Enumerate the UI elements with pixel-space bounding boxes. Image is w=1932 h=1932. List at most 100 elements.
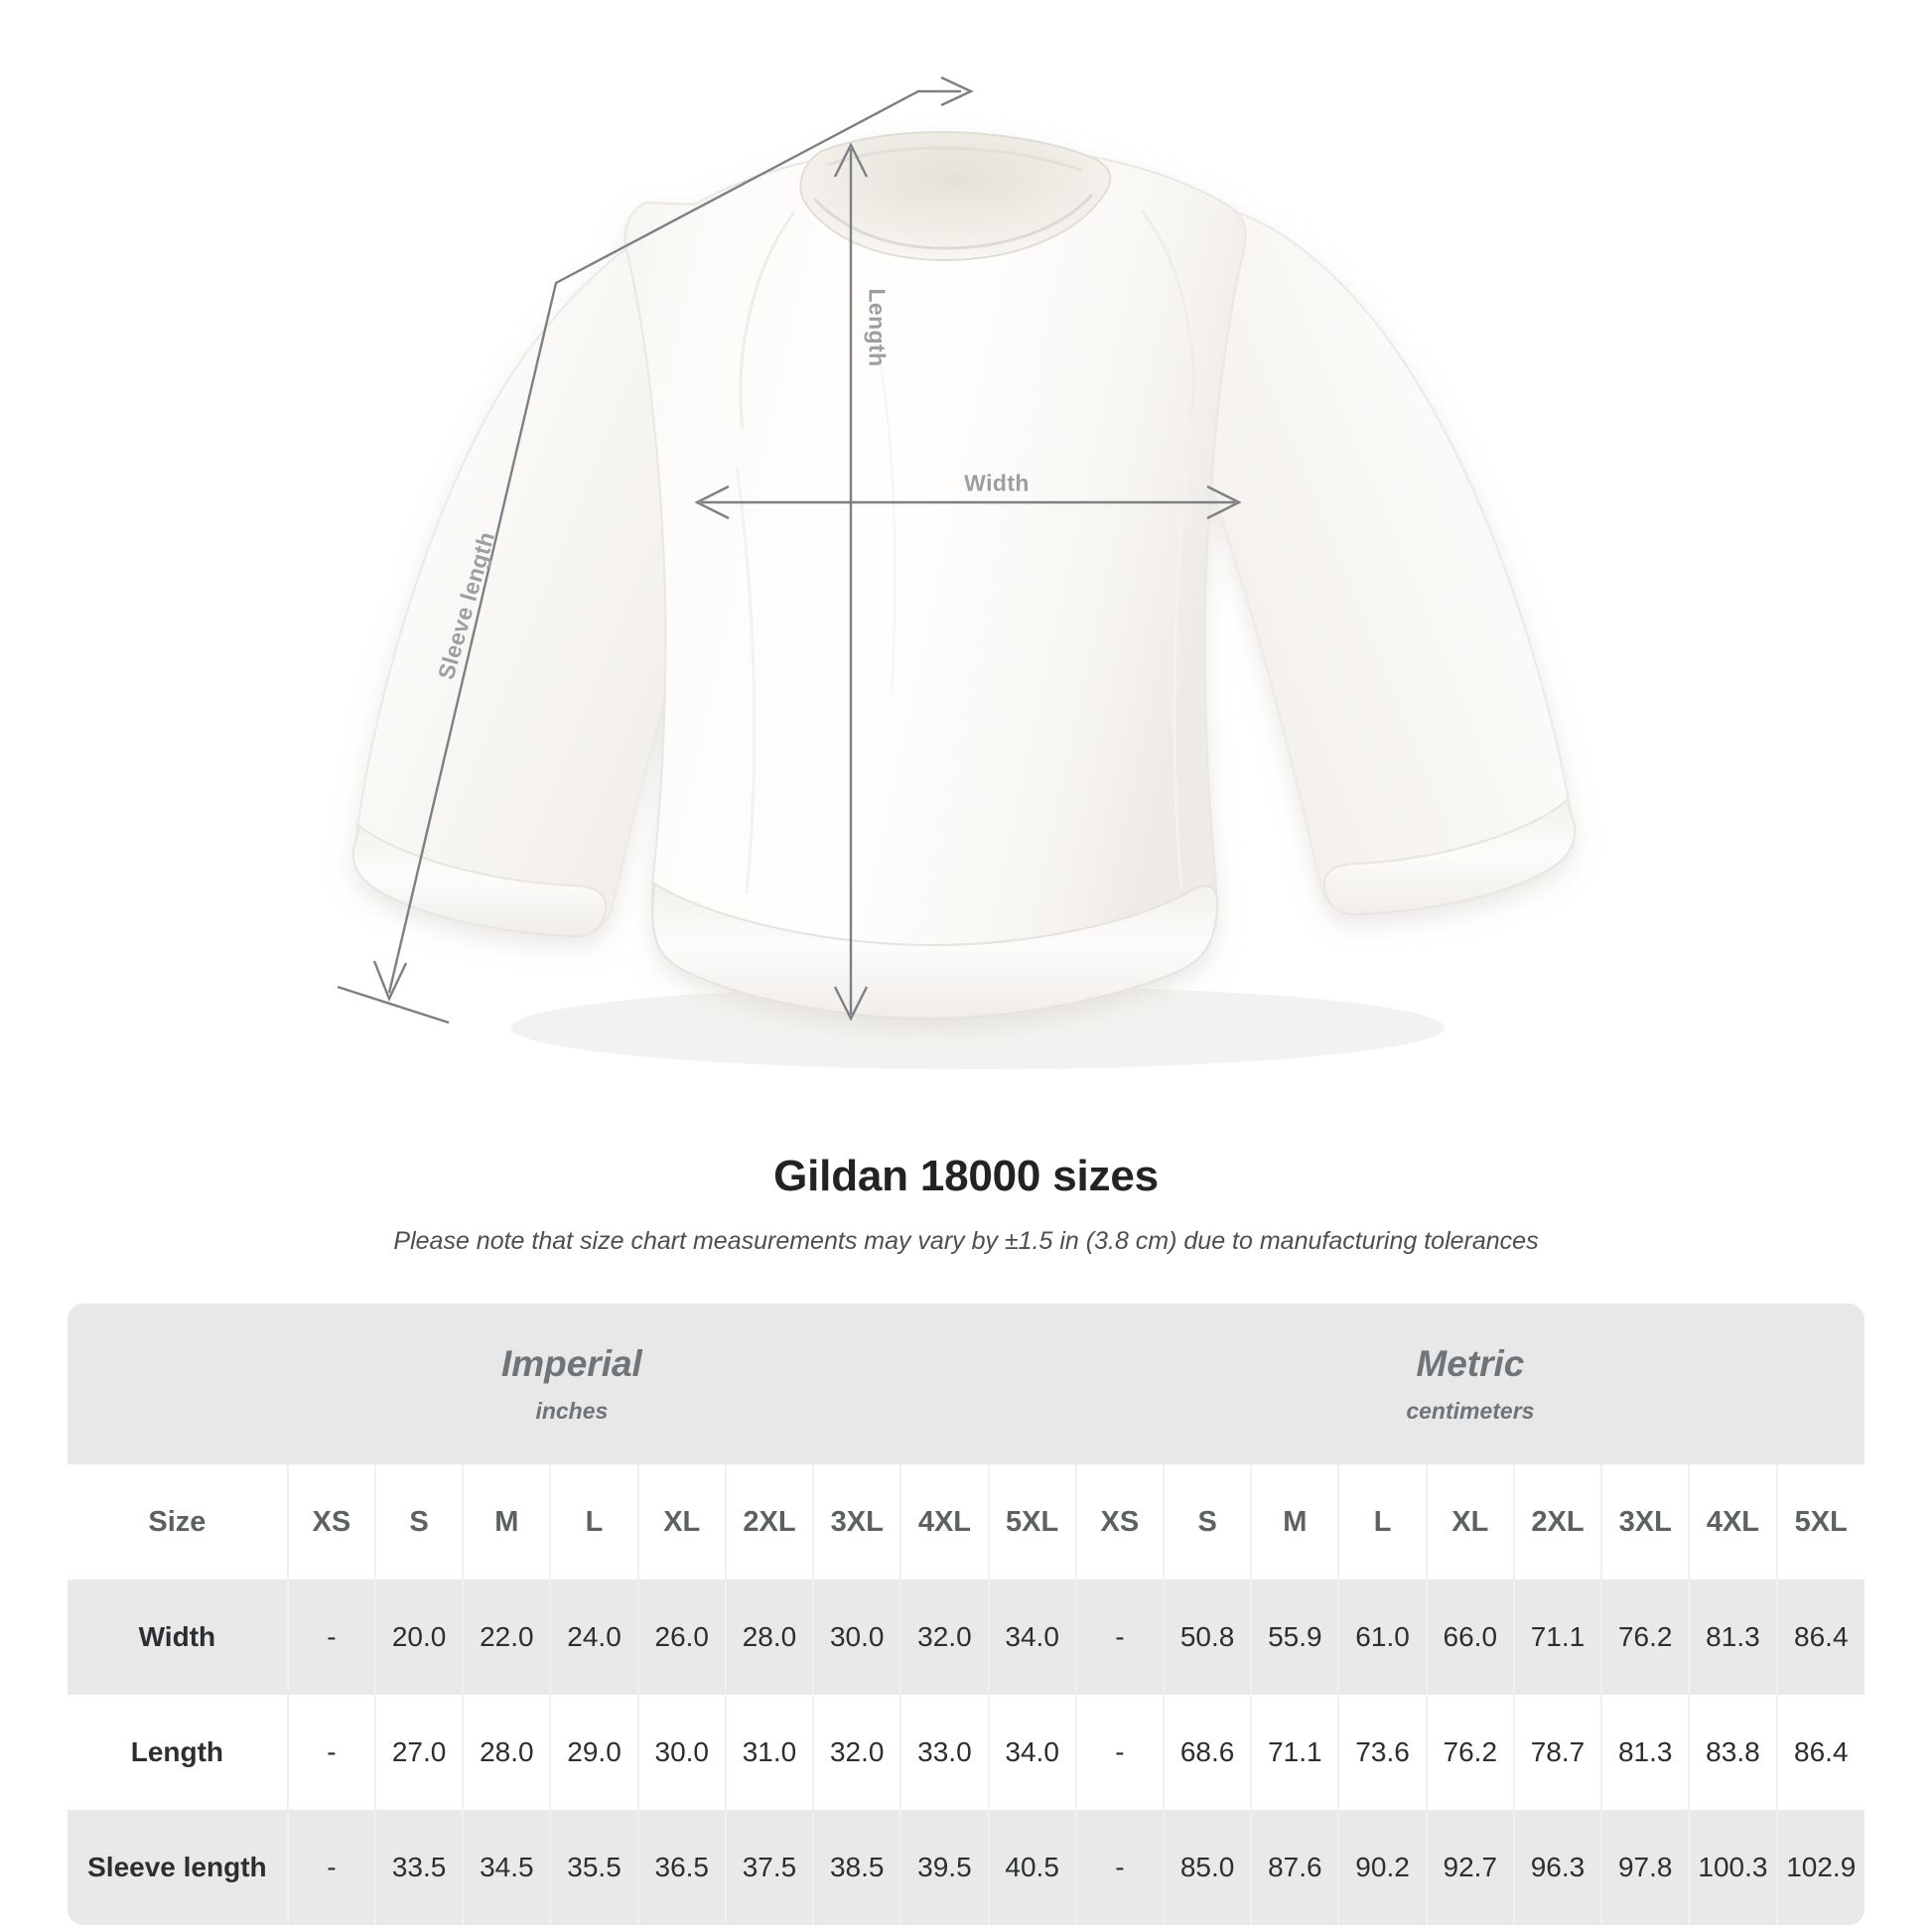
garment-shadow <box>511 986 1445 1069</box>
size-header-row: Size XS S M L XL 2XL 3XL 4XL 5XL XS S M … <box>68 1464 1864 1580</box>
cell-width-imperial-2xl: 28.0 <box>724 1580 815 1695</box>
bottom-hem <box>650 882 1219 1021</box>
body-fold-center <box>873 327 897 696</box>
cell-sleeve-imperial-xl: 36.5 <box>636 1810 727 1925</box>
cell-sleeve-metric-s: 85.0 <box>1162 1810 1253 1925</box>
size-header-metric-s: S <box>1162 1464 1253 1580</box>
table-row: Length - 27.0 28.0 29.0 30.0 31.0 32.0 3… <box>68 1695 1864 1810</box>
cell-length-metric-5xl: 86.4 <box>1775 1695 1864 1810</box>
table-row: Sleeve length - 33.5 34.5 35.5 36.5 37.5… <box>68 1810 1864 1925</box>
cell-sleeve-metric-m: 87.6 <box>1250 1810 1340 1925</box>
cell-width-metric-xl: 66.0 <box>1425 1580 1515 1695</box>
cell-width-metric-m: 55.9 <box>1250 1580 1340 1695</box>
metric-group-header: Metric centimeters <box>1075 1304 1864 1464</box>
cell-width-metric-l: 61.0 <box>1337 1580 1428 1695</box>
length-dimension-label: Length <box>864 288 891 367</box>
size-header-imperial-3xl: 3XL <box>812 1464 902 1580</box>
cell-length-imperial-2xl: 31.0 <box>724 1695 815 1810</box>
cell-length-metric-s: 68.6 <box>1162 1695 1253 1810</box>
size-header-imperial-xs: XS <box>286 1464 376 1580</box>
right-cuff <box>1322 798 1577 916</box>
measurement-guides <box>337 75 1242 1025</box>
sweatshirt-diagram <box>337 75 1577 1069</box>
cell-width-metric-xs: - <box>1074 1580 1166 1695</box>
width-dimension-label: Width <box>964 470 1030 496</box>
cell-length-metric-xl: 76.2 <box>1425 1695 1515 1810</box>
size-header-imperial-l: L <box>549 1464 639 1580</box>
cell-width-metric-2xl: 71.1 <box>1512 1580 1603 1695</box>
sleeve-arrow-head-bottom <box>372 960 408 1003</box>
size-header-imperial-s: S <box>373 1464 465 1580</box>
row-label-length: Length <box>68 1695 289 1810</box>
size-chart-table: Imperial inches Metric centimeters Size … <box>68 1304 1864 1925</box>
tolerance-note: Please note that size chart measurements… <box>393 1227 1539 1255</box>
cell-width-metric-4xl: 81.3 <box>1688 1580 1778 1695</box>
size-header-metric-xl: XL <box>1425 1464 1515 1580</box>
size-header-metric-l: L <box>1337 1464 1428 1580</box>
size-header-imperial-2xl: 2XL <box>724 1464 815 1580</box>
cell-sleeve-imperial-3xl: 38.5 <box>812 1810 902 1925</box>
right-sleeve <box>1191 208 1572 913</box>
cell-length-imperial-4xl: 33.0 <box>899 1695 990 1810</box>
size-header-imperial-5xl: 5XL <box>987 1464 1077 1580</box>
cell-width-imperial-m: 22.0 <box>462 1580 552 1695</box>
cell-sleeve-metric-l: 90.2 <box>1337 1810 1428 1925</box>
cell-width-metric-s: 50.8 <box>1162 1580 1253 1695</box>
right-shoulder-seam <box>1140 209 1195 422</box>
unit-group-header-row: Imperial inches Metric centimeters <box>68 1304 1864 1464</box>
cell-length-imperial-l: 29.0 <box>549 1695 639 1810</box>
cell-sleeve-metric-3xl: 97.8 <box>1600 1810 1691 1925</box>
cell-length-metric-xs: - <box>1074 1695 1166 1810</box>
sleeve-arrow-head-right <box>940 75 974 107</box>
left-shoulder-seam <box>739 211 796 430</box>
cell-length-imperial-s: 27.0 <box>373 1695 465 1810</box>
cell-width-imperial-xs: - <box>286 1580 376 1695</box>
row-label-sleeve-length: Sleeve length <box>68 1810 289 1925</box>
cell-length-imperial-5xl: 34.0 <box>987 1695 1077 1810</box>
cell-length-metric-3xl: 81.3 <box>1600 1695 1691 1810</box>
cell-sleeve-imperial-m: 34.5 <box>462 1810 552 1925</box>
sleeve-guide-line <box>387 89 961 994</box>
cell-width-imperial-5xl: 34.0 <box>987 1580 1077 1695</box>
size-header-imperial-xl: XL <box>636 1464 727 1580</box>
garment-body-group <box>351 130 1577 1021</box>
imperial-group-header: Imperial inches <box>68 1304 1076 1464</box>
table-row: Width - 20.0 22.0 24.0 26.0 28.0 30.0 32… <box>68 1580 1864 1695</box>
size-header-metric-m: M <box>1250 1464 1340 1580</box>
cell-length-metric-l: 73.6 <box>1337 1695 1428 1810</box>
cell-sleeve-metric-4xl: 100.3 <box>1688 1810 1778 1925</box>
size-header-metric-5xl: 5XL <box>1775 1464 1864 1580</box>
size-header-cell: Size <box>68 1464 289 1580</box>
size-header-imperial-m: M <box>462 1464 552 1580</box>
size-header-imperial-4xl: 4XL <box>899 1464 990 1580</box>
cell-length-imperial-xl: 30.0 <box>636 1695 727 1810</box>
cell-width-metric-3xl: 76.2 <box>1600 1580 1691 1695</box>
cell-sleeve-imperial-xs: - <box>286 1810 376 1925</box>
row-label-width: Width <box>68 1580 289 1695</box>
cell-length-imperial-m: 28.0 <box>462 1695 552 1810</box>
cell-length-metric-2xl: 78.7 <box>1512 1695 1603 1810</box>
cell-sleeve-imperial-s: 33.5 <box>373 1810 465 1925</box>
cell-width-imperial-4xl: 32.0 <box>899 1580 990 1695</box>
size-table-wrapper: Imperial inches Metric centimeters Size … <box>0 1256 1932 1925</box>
page-title: Gildan 18000 sizes <box>773 1152 1159 1200</box>
width-arrow-right <box>1206 484 1242 520</box>
caption-block: Gildan 18000 sizes Please note that size… <box>0 1132 1932 1256</box>
cell-width-imperial-3xl: 30.0 <box>812 1580 902 1695</box>
cell-sleeve-metric-xl: 92.7 <box>1425 1810 1515 1925</box>
imperial-unit: inches <box>535 1397 609 1424</box>
body-fold-right <box>1173 466 1189 889</box>
cell-sleeve-imperial-2xl: 37.5 <box>724 1810 815 1925</box>
length-arrow-top <box>833 142 869 178</box>
body-fold-left <box>735 466 757 895</box>
garment-illustration: Length Width Sleeve length <box>337 75 1577 1069</box>
size-header-metric-3xl: 3XL <box>1600 1464 1691 1580</box>
cell-length-metric-4xl: 83.8 <box>1688 1695 1778 1810</box>
metric-unit: centimeters <box>1406 1397 1535 1424</box>
size-header-metric-4xl: 4XL <box>1688 1464 1778 1580</box>
cell-width-metric-5xl: 86.4 <box>1775 1580 1864 1695</box>
size-header-metric-2xl: 2XL <box>1512 1464 1603 1580</box>
imperial-label: Imperial <box>500 1343 642 1385</box>
collar <box>799 130 1112 262</box>
cell-length-imperial-3xl: 32.0 <box>812 1695 902 1810</box>
